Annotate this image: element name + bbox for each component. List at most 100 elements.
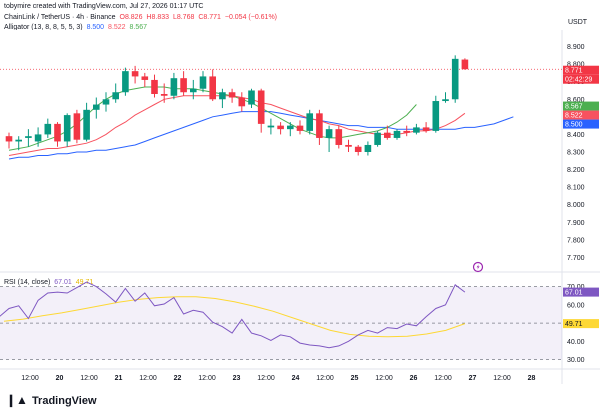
ohlc-low: L8.768 (172, 14, 195, 21)
alert-icon[interactable] (472, 261, 484, 273)
rsi-ma-value-badge: 49.71 (565, 321, 583, 328)
ohlc-change: −0.054 (−0.61%) (224, 14, 278, 21)
rsi-legend: RSI (14, close) 67.01 49.71 (4, 279, 95, 286)
candle-body (160, 94, 168, 96)
candle-body (277, 125, 284, 130)
price-tick-label: 8.100 (567, 185, 585, 192)
price-tick-label: 8.900 (567, 44, 585, 51)
rsi-line (0, 281, 466, 349)
ohlc-high: H8.833 (146, 14, 169, 21)
time-tick-label: 12:00 (139, 375, 157, 382)
ohlc-close: C8.771 (198, 14, 221, 21)
alligator-label: Alligator (13, 8, 8, 5, 5, 3) (4, 24, 83, 31)
time-tick-label: 12:00 (198, 375, 216, 382)
price-tick-label: 7.900 (567, 220, 585, 227)
price-tick-label: 8.300 (567, 150, 585, 157)
rsi-value-badge-bg (563, 287, 599, 297)
time-tick-label: 26 (410, 375, 418, 382)
candle-body (238, 97, 246, 107)
candle-body (170, 78, 178, 96)
candle-body (141, 76, 149, 80)
alligator-jaw-value: 8.500 (86, 24, 105, 31)
teeth-price-badge: 8.522 (565, 113, 583, 120)
candle-body (112, 92, 119, 100)
candle-body (442, 99, 449, 102)
lips-price-badge: 8.567 (565, 104, 583, 111)
jaw-price-badge-bg (563, 119, 599, 129)
rsi-ma-legend-value: 49.71 (75, 279, 94, 286)
rsi-tick-label: 40.00 (567, 339, 585, 346)
candle-body (345, 144, 352, 147)
countdown-badge-bg (563, 74, 599, 84)
last-price-badge-bg (563, 65, 599, 75)
candle-body (219, 92, 226, 100)
alligator-teeth-value: 8.522 (108, 24, 126, 31)
price-tick-label: 8.800 (567, 62, 585, 69)
candle-body (384, 132, 391, 138)
candle-body (393, 130, 401, 138)
price-tick-label: 8.400 (567, 132, 585, 139)
last-price-badge: 8.771 (565, 68, 583, 75)
rsi-ma-line (3, 296, 466, 338)
price-tick-label: 8.000 (567, 202, 585, 209)
candle-body (461, 59, 469, 70)
candle-body (102, 99, 110, 105)
candle-body (267, 125, 275, 128)
teeth-price-badge-bg (563, 110, 599, 120)
tradingview-logo[interactable]: ❙▲ TradingView (6, 393, 97, 407)
candle-body (25, 136, 32, 138)
time-tick-label: 20 (56, 375, 64, 382)
tradingview-mark-icon: ❙▲ (6, 393, 28, 407)
candle-body (325, 129, 333, 138)
candle-body (257, 90, 265, 124)
candle-body (451, 58, 459, 100)
price-tick-label: 7.700 (567, 255, 585, 262)
candle-body (180, 78, 187, 93)
candle-body (316, 113, 323, 138)
candle-body (93, 104, 100, 110)
candle-body (306, 113, 313, 131)
candle-body (63, 115, 71, 142)
rsi-tick-label: 30.00 (567, 357, 585, 364)
candle-body (335, 129, 343, 145)
time-tick-label: 12:00 (493, 375, 511, 382)
candle-body (54, 123, 61, 142)
countdown-badge: 02:42:29 (565, 77, 592, 84)
candle-body (83, 109, 90, 140)
price-tick-label: 7.800 (567, 237, 585, 244)
symbol-legend: ChainLink / TetherUS · 4h · Binance O8.8… (4, 14, 279, 21)
time-tick-label: 25 (351, 375, 359, 382)
candle-body (287, 125, 294, 130)
time-tick-label: 27 (469, 375, 477, 382)
time-tick-label: 23 (233, 375, 241, 382)
candle-body (364, 144, 372, 152)
candle-body (248, 90, 255, 105)
candle-body (15, 139, 22, 142)
time-tick-label: 12:00 (316, 375, 334, 382)
time-tick-label: 12:00 (257, 375, 275, 382)
chart-credit: tobymire created with TradingView.com, J… (4, 3, 204, 10)
time-tick-label: 24 (292, 375, 300, 382)
candle-body (413, 127, 420, 133)
ohlc-open: O8.826 (119, 14, 143, 21)
rsi-ma-value-badge-bg (563, 319, 599, 329)
candle-body (296, 125, 304, 131)
rsi-tick-label: 60.00 (567, 302, 585, 309)
price-tick-label: 8.600 (567, 97, 585, 104)
candle-body (131, 71, 139, 77)
time-tick-label: 12:00 (21, 375, 39, 382)
jaw-price-badge: 8.500 (565, 122, 583, 129)
price-tick-label: 8.200 (567, 167, 585, 174)
time-tick-label: 12:00 (375, 375, 393, 382)
candle-body (354, 146, 362, 152)
alligator-legend: Alligator (13, 8, 8, 5, 5, 3) 8.500 8.52… (4, 24, 149, 31)
candle-body (34, 134, 42, 142)
candle-body (199, 76, 207, 89)
rsi-label: RSI (14, close) (4, 279, 51, 286)
candle-body (151, 79, 158, 94)
candle-body (122, 71, 129, 93)
candle-body (5, 136, 13, 142)
candle-body (73, 113, 81, 140)
brand-name: TradingView (31, 395, 97, 407)
